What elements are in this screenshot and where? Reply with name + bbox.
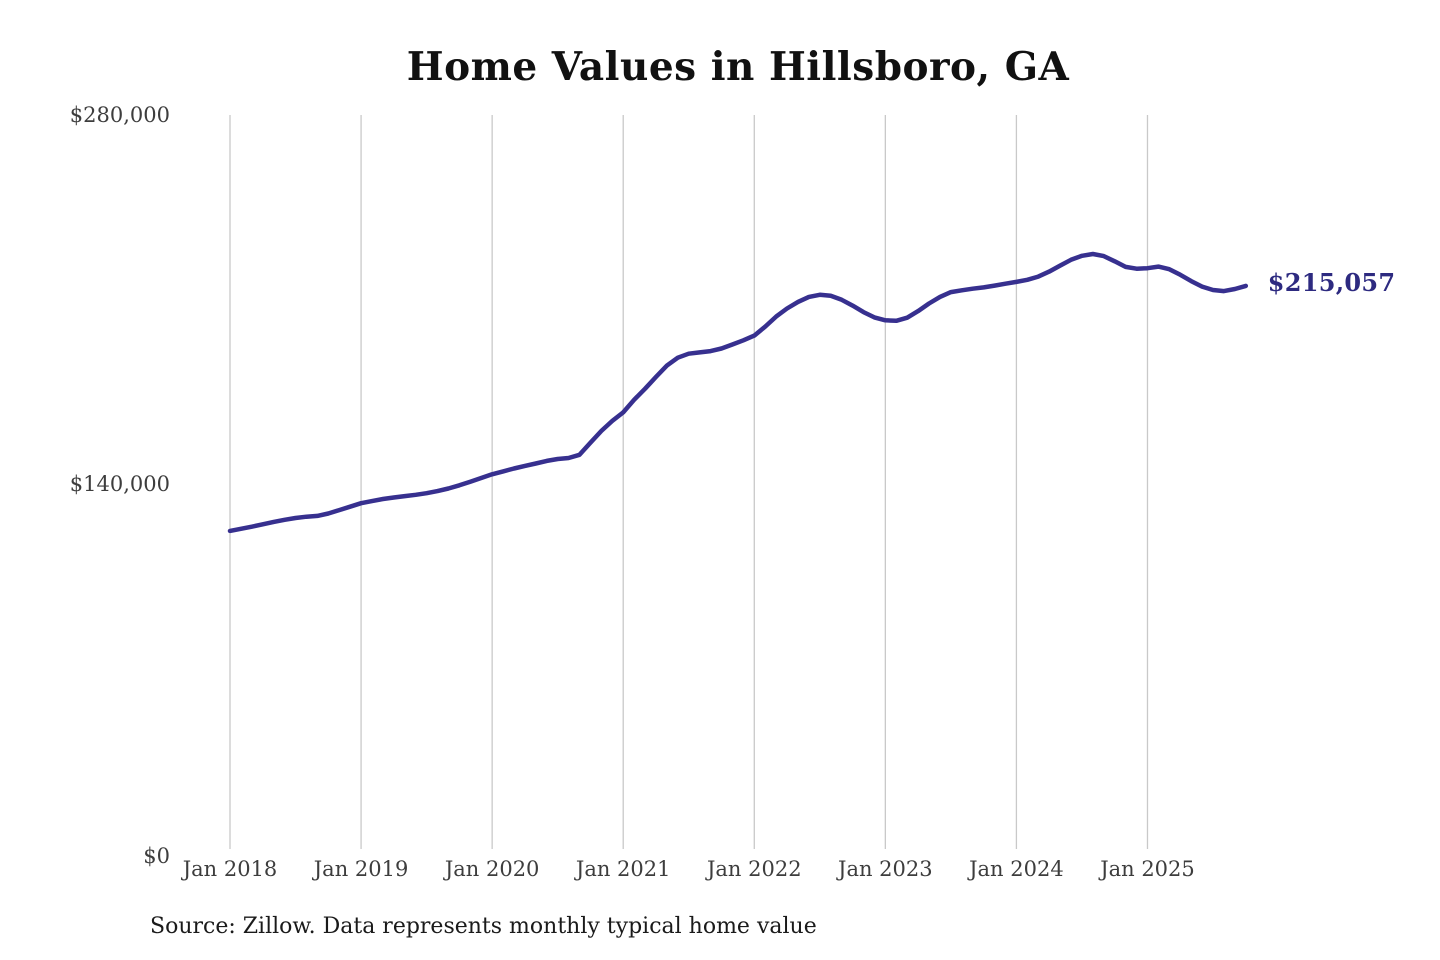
source-note: Source: Zillow. Data represents monthly … [150, 914, 817, 939]
y-axis: $280,000 $140,000 $0 [0, 0, 170, 960]
x-axis-label: Jan 2025 [1100, 857, 1195, 881]
y-axis-label: $140,000 [69, 471, 170, 496]
y-axis-label: $280,000 [69, 103, 170, 127]
x-axis-label: Jan 2021 [575, 857, 671, 881]
x-axis-label: Jan 2024 [969, 857, 1064, 881]
latest-value-annotation: $215,057 [1267, 267, 1396, 297]
home-value-line [227, 251, 1249, 534]
x-axis-label: Jan 2019 [313, 857, 409, 881]
y-axis-label: $0 [143, 844, 170, 868]
x-axis-label: Jan 2018 [182, 857, 278, 881]
chart-title: Home Values in Hillsboro, GA [406, 44, 1070, 90]
x-axis-label: Jan 2023 [838, 857, 933, 881]
x-axis-label: Jan 2022 [706, 857, 802, 881]
x-axis-label: Jan 2020 [444, 857, 540, 881]
x-axis: Jan 2018 Jan 2019 Jan 2020 Jan 2021 Jan 2022… [0, 854, 1440, 886]
